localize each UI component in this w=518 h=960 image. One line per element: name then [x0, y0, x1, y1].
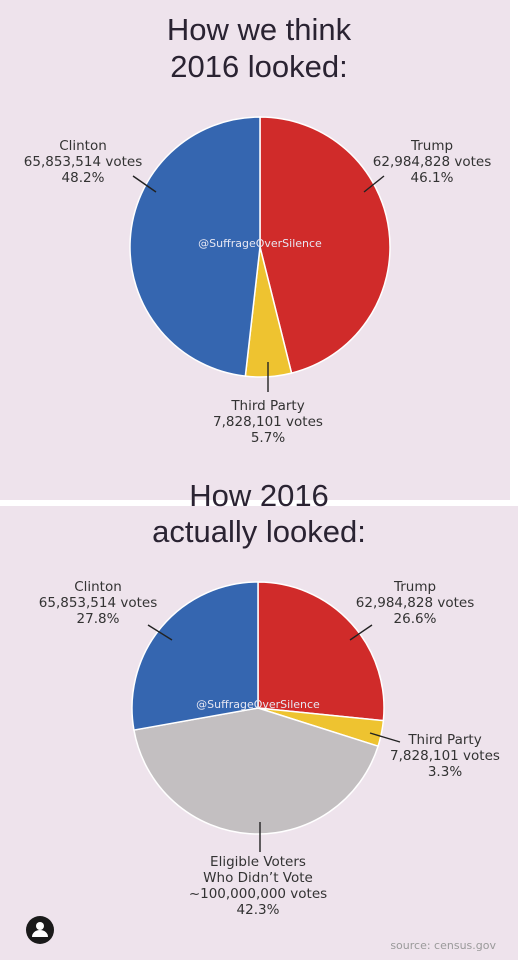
chart2-slice-clinton — [131, 581, 259, 731]
chart2-nonvoter-votes: ~100,000,000 votes — [189, 886, 327, 902]
chart2-nonvoter-pct: 42.3% — [237, 902, 280, 918]
source-note: source: census.gov — [390, 939, 496, 952]
chart2-trump-leader — [349, 624, 373, 641]
chart1-third-votes: 7,828,101 votes — [213, 414, 323, 430]
chart2-nonvoter-name-line1: Eligible Voters — [210, 854, 306, 870]
chart2-third-leader — [369, 732, 401, 743]
chart1-clinton-votes: 65,853,514 votes — [24, 154, 142, 170]
chart1-slice-trump — [259, 116, 391, 375]
chart2-trump-pct: 26.6% — [394, 611, 437, 627]
chart1-trump-leader — [363, 175, 385, 193]
chart1-trump-name: Trump — [410, 138, 453, 154]
chart1-third-pct: 5.7% — [251, 430, 285, 446]
chart2-clinton-votes: 65,853,514 votes — [39, 595, 157, 611]
chart1-clinton-name: Clinton — [59, 138, 107, 154]
chart2-trump-votes: 62,984,828 votes — [356, 595, 474, 611]
chart2-title-line2: actually looked: — [152, 514, 366, 549]
chart1-title-line1: How we think — [167, 12, 352, 47]
chart2-title-line1: How 2016 — [189, 478, 329, 513]
avatar-icon[interactable] — [26, 916, 54, 944]
chart2-third-votes: 7,828,101 votes — [390, 748, 500, 764]
chart1-watermark: @SuffrageOverSilence — [198, 237, 322, 250]
chart2-clinton-pct: 27.8% — [77, 611, 120, 627]
chart2-pie — [131, 581, 385, 835]
chart2-slice-trump — [257, 581, 385, 722]
chart1-pie — [129, 116, 391, 378]
chart2-third-pct: 3.3% — [428, 764, 462, 780]
chart1-clinton-pct: 48.2% — [62, 170, 105, 186]
chart1-clinton-leader — [132, 175, 157, 193]
chart2-clinton-name: Clinton — [74, 579, 122, 595]
chart1-slice-clinton — [129, 116, 261, 378]
chart1-trump-pct: 46.1% — [411, 170, 454, 186]
chart2-clinton-leader — [147, 624, 173, 641]
chart1-third-name: Third Party — [230, 398, 304, 414]
chart2-third-name: Third Party — [407, 732, 481, 748]
chart2-nonvoter-name-line2: Who Didn’t Vote — [203, 870, 313, 886]
chart1-title-line2: 2016 looked: — [170, 49, 348, 84]
chart2-watermark: @SuffrageOverSilence — [196, 698, 320, 711]
chart2-slice-eligible-voters-who-didn-t-vote — [133, 707, 380, 835]
chart1-trump-votes: 62,984,828 votes — [373, 154, 491, 170]
chart2-trump-name: Trump — [393, 579, 436, 595]
